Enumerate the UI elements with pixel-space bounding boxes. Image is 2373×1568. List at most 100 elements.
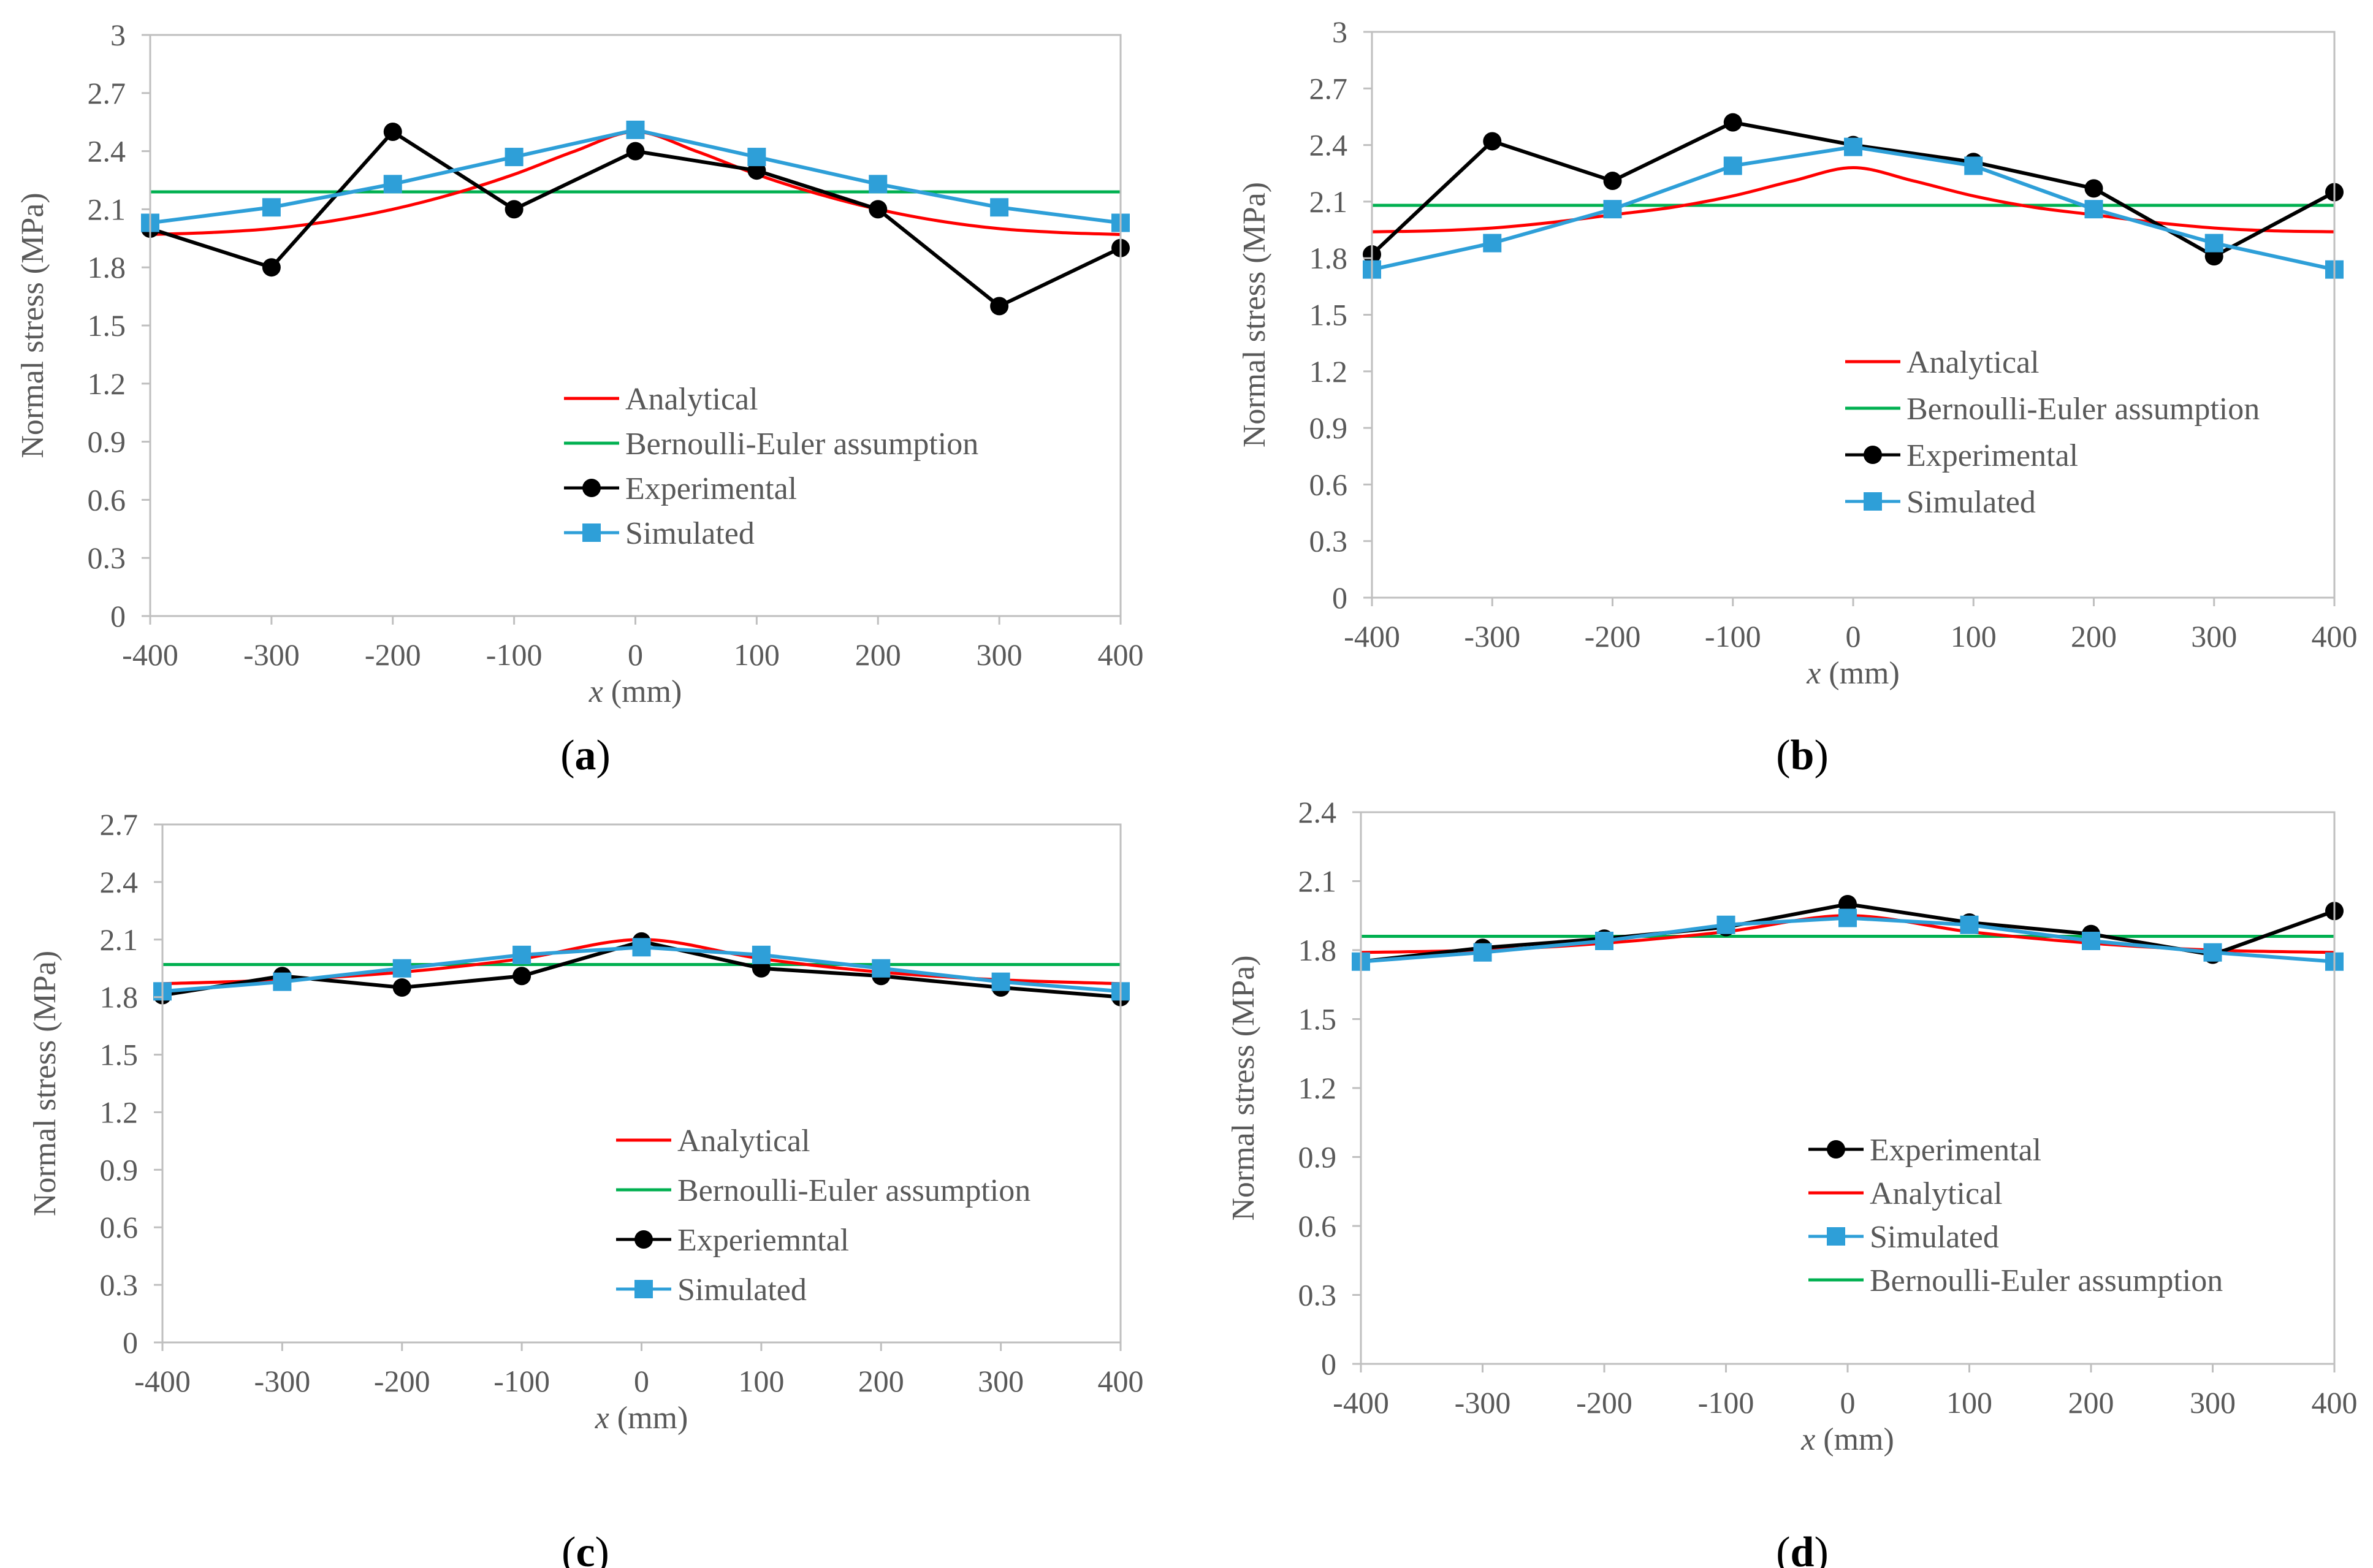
x-tick-label-a: 100 [734,637,780,672]
x-tick-label-c: 300 [978,1364,1024,1398]
axes-a [142,34,1122,625]
y-tick-label-d: 0.9 [1298,1140,1337,1174]
legend-marker-experimental-b [1864,446,1882,464]
panel-caption-b: (b) [1776,732,1829,779]
y-tick-label-a: 1.2 [88,367,126,401]
data-point-simulated-a [626,120,645,139]
y-tick-label-b: 0 [1332,580,1347,615]
data-point-experimental-a [505,200,524,219]
legend-label-bernoulli-d: Bernoulli-Euler assumption [1870,1263,2223,1298]
x-tick-label-c: -200 [374,1364,430,1398]
data-point-simulated-a [262,198,281,217]
x-axis-title-b: x (mm) [1806,656,1900,691]
x-tick-label-a: 400 [1098,637,1144,672]
y-tick-label-a: 2.1 [88,192,126,226]
data-point-simulated-c [752,945,771,964]
x-tick-label-a: -200 [365,637,421,672]
x-axis-var-a: x [588,674,603,709]
panel-caption-letter-a: a [575,732,596,779]
x-tick-label-a: 0 [628,637,643,672]
x-axis-title-a: x (mm) [588,674,682,709]
legend-label-analytical-a: Analytical [625,382,758,417]
y-tick-label-d: 2.1 [1298,864,1337,899]
data-point-simulated-c [872,959,891,978]
y-tick-label-a: 2.7 [88,76,126,110]
data-point-simulated-a [747,148,766,167]
legend-marker-simulated-a [582,523,601,542]
chart-panel-c: 0 0.3 0.6 0.9 1.2 1.5 1.8 2.1 2.4 2.7 -400 -300 -200… [28,807,1144,1568]
x-tick-label-d: -400 [1333,1385,1389,1420]
y-tick-label-d: 0 [1321,1347,1336,1381]
x-tick-label-b: 100 [1951,619,1997,653]
legend-label-simulated-b: Simulated [1906,485,2036,520]
x-axis-var-c: x [595,1401,609,1436]
chart-panel-b: 0 0.3 0.6 0.9 1.2 1.5 1.8 2.1 2.4 2.7 3 -400 -300 -20… [1237,15,2358,779]
x-tick-label-b: 200 [2071,619,2117,653]
data-point-simulated-b [1723,156,1742,175]
legend-label-experimental-a: Experimental [625,471,797,506]
data-point-experimental-b [2084,179,2103,198]
legend-d: Experimental Analytical Simulated Bernoulli… [1808,1133,2223,1298]
y-tick-label-a: 2.4 [88,134,126,169]
legend-label-analytical-d: Analytical [1870,1176,2003,1211]
y-tick-label-a: 0 [110,599,126,633]
x-tick-label-b: -400 [1344,619,1400,653]
data-point-simulated-a [869,175,888,194]
chart-panel-a: 0 0.3 0.6 0.9 1.2 1.5 1.8 2.1 2.4 2.7 3 -400 -300 -20… [15,18,1144,779]
axes-c [154,823,1122,1351]
x-tick-label-a: -100 [486,637,543,672]
y-tick-label-c: 0.6 [100,1210,139,1244]
panel-caption-c: (c) [562,1529,609,1568]
legend-label-bernoulli-a: Bernoulli-Euler assumption [625,427,978,462]
tick-labels-d: 0 0.3 0.6 0.9 1.2 1.5 1.8 2.1 2.4 -400 -300 -200 -10… [1298,795,2358,1420]
series-line-analytical-b [1371,166,2335,234]
y-tick-label-d: 0.6 [1298,1209,1337,1243]
x-axis-var-d: x [1800,1422,1815,1457]
legend-a: Analytical Bernoulli-Euler assumption Expe… [564,382,978,551]
data-point-experimental-a [383,123,402,141]
axes-b [1363,31,2336,606]
x-axis-unit-b: (mm) [1829,656,1900,691]
legend-label-analytical-b: Analytical [1906,345,2040,380]
legend-label-simulated-c: Simulated [677,1273,807,1307]
legend-label-bernoulli-c: Bernoulli-Euler assumption [677,1173,1030,1208]
y-tick-label-a: 0.9 [88,425,126,459]
x-tick-label-a: 200 [855,637,901,672]
legend-marker-experimental-c [634,1230,653,1249]
legend-label-bernoulli-b: Bernoulli-Euler assumption [1906,392,2260,427]
y-tick-label-b: 0.9 [1309,411,1348,445]
data-point-simulated-d [2082,932,2100,950]
panel-caption-letter-c: c [576,1529,595,1568]
legend-marker-simulated-b [1864,492,1882,511]
x-tick-label-a: -400 [122,637,178,672]
y-tick-label-b: 0.3 [1309,524,1348,558]
data-point-simulated-b [2204,234,2223,253]
x-tick-label-d: 100 [1946,1385,1992,1420]
data-point-simulated-a [505,148,524,167]
y-tick-label-c: 0.9 [100,1152,139,1187]
legend-label-analytical-c: Analytical [677,1124,810,1159]
x-tick-label-c: -300 [254,1364,311,1398]
y-tick-label-d: 0.3 [1298,1278,1337,1312]
x-tick-label-b: -200 [1585,619,1641,653]
series-c [153,932,1130,1007]
data-point-simulated-c [273,972,292,991]
y-tick-label-c: 1.5 [100,1038,139,1072]
x-tick-label-a: 300 [977,637,1023,672]
panel-caption-a: (a) [560,732,611,779]
data-point-simulated-b [1964,156,1983,175]
legend-label-experimental-c: Experiemntal [677,1223,849,1258]
data-point-simulated-a [383,175,402,194]
x-tick-label-a: -300 [243,637,300,672]
y-axis-title-a: Normal stress (MPa) [15,192,50,458]
x-tick-label-c: -100 [493,1364,550,1398]
data-point-experimental-b [1723,113,1742,132]
y-tick-label-d: 1.8 [1298,933,1337,967]
y-axis-title-c: Normal stress (MPa) [28,951,63,1216]
panel-caption-letter-d: d [1791,1529,1815,1568]
data-point-simulated-c [632,938,651,957]
x-tick-label-d: -100 [1698,1385,1754,1420]
x-tick-label-b: -100 [1705,619,1761,653]
data-point-simulated-d [1595,932,1613,950]
data-point-simulated-d [1473,943,1492,962]
